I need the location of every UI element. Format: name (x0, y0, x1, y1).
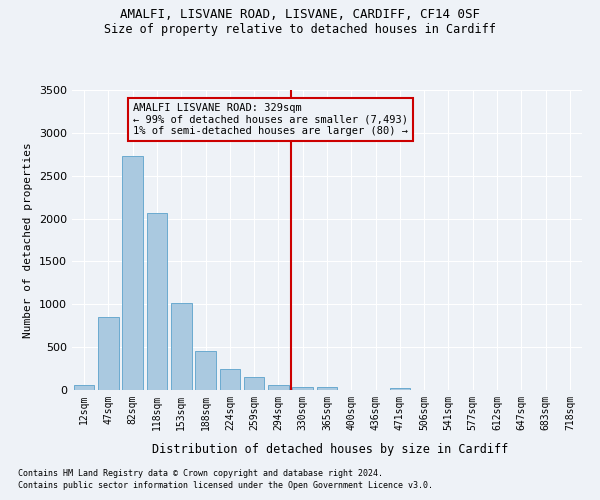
Bar (244, 376, 265, 390)
Bar (98, 317, 119, 390)
Bar (389, 388, 410, 390)
Y-axis label: Number of detached properties: Number of detached properties (23, 142, 34, 338)
Bar (317, 388, 337, 390)
Text: Contains HM Land Registry data © Crown copyright and database right 2024.: Contains HM Land Registry data © Crown c… (18, 468, 383, 477)
Bar (74, 385, 94, 390)
Bar (292, 386, 313, 390)
Bar (268, 385, 289, 390)
Bar (146, 212, 167, 390)
Bar (195, 351, 216, 390)
Bar (171, 304, 191, 390)
Text: AMALFI, LISVANE ROAD, LISVANE, CARDIFF, CF14 0SF: AMALFI, LISVANE ROAD, LISVANE, CARDIFF, … (120, 8, 480, 20)
Text: Contains public sector information licensed under the Open Government Licence v3: Contains public sector information licen… (18, 481, 433, 490)
Text: Distribution of detached houses by size in Cardiff: Distribution of detached houses by size … (152, 442, 508, 456)
Bar (122, 156, 143, 390)
Text: Size of property relative to detached houses in Cardiff: Size of property relative to detached ho… (104, 22, 496, 36)
Text: AMALFI LISVANE ROAD: 329sqm
← 99% of detached houses are smaller (7,493)
1% of s: AMALFI LISVANE ROAD: 329sqm ← 99% of det… (133, 103, 408, 136)
Bar (220, 368, 240, 390)
